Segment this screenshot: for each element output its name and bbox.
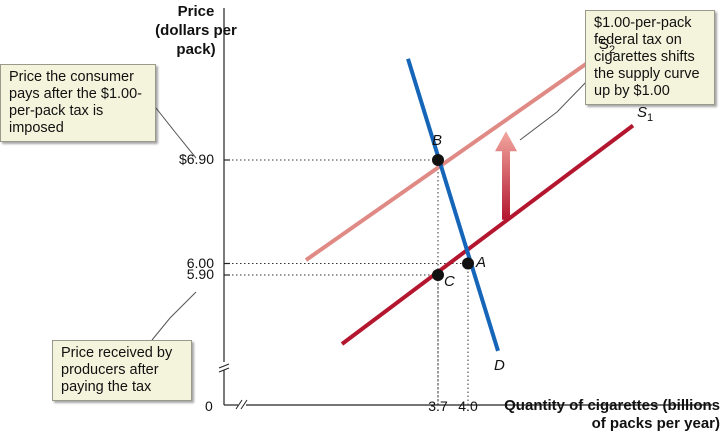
- x-tick-label: 4.0: [458, 398, 478, 414]
- curve-s1: [340, 123, 635, 346]
- shift-arrow: [495, 131, 517, 220]
- y-axis-break: [218, 363, 230, 373]
- point-c: [432, 269, 444, 281]
- point-a: [462, 257, 474, 270]
- y-tick-label: 5.90: [186, 266, 214, 282]
- x-axis-label: Quantity of cigarettes (billions of pack…: [504, 397, 720, 432]
- producer-leader: [151, 291, 197, 341]
- supply-shift-arrow: [495, 131, 517, 220]
- curve-label-s2: S2: [599, 35, 616, 56]
- curves: [304, 56, 635, 352]
- dotted-guides: [224, 159, 469, 405]
- axes: [218, 8, 712, 410]
- y-tick-label: 6.00: [186, 254, 214, 271]
- curve-s2: [304, 56, 597, 262]
- x-tick-label: 3.7: [428, 398, 448, 414]
- x-axis-break: [235, 399, 248, 410]
- origin-label: 0: [205, 398, 213, 414]
- callout-leaders: [151, 77, 591, 341]
- producer-price-callout: Price received by producers after paying…: [52, 340, 192, 401]
- tax-shift-callout: $1.00-per-pack federal tax on cigarettes…: [585, 10, 715, 105]
- curve-d: [406, 58, 500, 352]
- tax-leader: [519, 77, 591, 141]
- consumer-price-callout: Price the consumer pays after the $1.00-…: [0, 64, 156, 142]
- y-axis-label: Price (dollars per pack): [155, 3, 237, 58]
- point-label-a: A: [476, 253, 487, 271]
- curve-label-d: D: [494, 356, 505, 374]
- point-label-b: B: [432, 132, 443, 149]
- y-tick-label: $6.90: [178, 151, 214, 167]
- point-label-c: C: [444, 273, 455, 290]
- curve-label-s1: S1: [637, 103, 654, 124]
- equilibrium-points: [432, 154, 474, 281]
- point-b: [432, 154, 444, 166]
- consumer-leader: [155, 107, 197, 159]
